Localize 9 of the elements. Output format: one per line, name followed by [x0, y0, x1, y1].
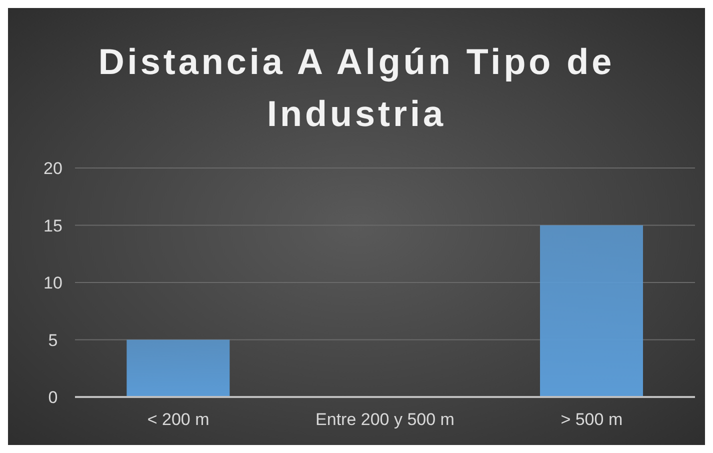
chart-title: Distancia A Algún Tipo de Industria [97, 40, 616, 136]
y-tick-label: 0 [48, 388, 58, 408]
x-tick-label: > 500 m [560, 410, 623, 430]
y-tick-label: 15 [44, 216, 62, 236]
y-tick-label: 10 [44, 274, 62, 293]
y-tick-label: 5 [48, 330, 58, 350]
x-tick-label: Entre 200 y 500 m [316, 410, 454, 430]
x-tick-label: < 200 m [147, 410, 210, 430]
y-tick-label: 20 [44, 159, 62, 178]
